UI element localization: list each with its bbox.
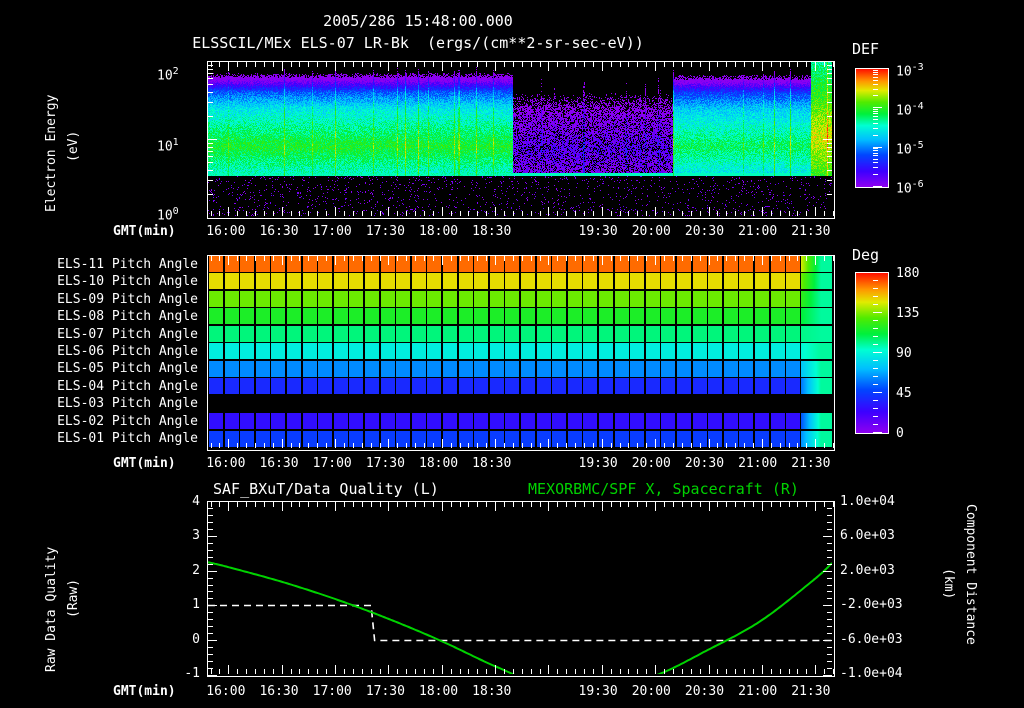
pitch-angle-row-label: ELS-01 Pitch Angle bbox=[57, 431, 198, 447]
data-quality-ytick-labels: 4 3 2 1 0 -1 bbox=[160, 494, 200, 681]
def-colorbar-ticks bbox=[873, 62, 887, 192]
pitch-angle-row-label: ELS-10 Pitch Angle bbox=[57, 274, 198, 290]
data-quality-axis-ticks bbox=[200, 492, 840, 686]
xtick-label: 18:30 bbox=[472, 684, 512, 699]
pitch-angle-row-label: ELS-02 Pitch Angle bbox=[57, 413, 198, 429]
xtick-label: 18:00 bbox=[419, 456, 459, 471]
page-title: 2005/286 15:48:00.000 bbox=[323, 12, 513, 30]
xtick-label: 16:00 bbox=[206, 684, 246, 699]
data-quality-ytick-label: 3 bbox=[192, 528, 200, 544]
page-subtitle: ELSSCIL/MEx ELS-07 LR-Bk (ergs/(cm**2-sr… bbox=[192, 34, 644, 52]
data-quality-ytick-label: 2 bbox=[192, 562, 200, 578]
def-colorbar-label-2: 10-5 bbox=[896, 140, 924, 158]
xtick-label: 18:30 bbox=[472, 224, 512, 239]
component-distance-ytick-label: -6.0e+03 bbox=[840, 631, 903, 647]
xtick-label: 16:30 bbox=[259, 456, 299, 471]
deg-colorbar-ticks bbox=[873, 266, 887, 438]
electron-energy-ytick-0: 100 bbox=[157, 206, 179, 224]
data-quality-ylabel-line2: (Raw) bbox=[66, 578, 81, 618]
xtick-label: 21:30 bbox=[791, 456, 831, 471]
def-colorbar-label-0: 10-3 bbox=[896, 62, 924, 80]
pitch-angle-row-label: ELS-04 Pitch Angle bbox=[57, 378, 198, 394]
deg-colorbar-label-3: 45 bbox=[896, 386, 912, 401]
electron-energy-axis-ticks bbox=[200, 52, 840, 228]
deg-colorbar-label-4: 0 bbox=[896, 426, 904, 441]
xtick-label: 16:30 bbox=[259, 224, 299, 239]
xtick-label: 16:30 bbox=[259, 684, 299, 699]
xtick-label: 18:00 bbox=[419, 224, 459, 239]
xtick-label: 17:00 bbox=[312, 456, 352, 471]
deg-colorbar-label-0: 180 bbox=[896, 266, 920, 281]
xtick-label: 19:30 bbox=[578, 684, 618, 699]
pitch-angle-row-label: ELS-09 Pitch Angle bbox=[57, 291, 198, 307]
component-distance-ylabel-line2: (km) bbox=[941, 568, 956, 600]
electron-energy-ylabel-line2: (eV) bbox=[66, 130, 81, 162]
xtick-label: 20:00 bbox=[631, 684, 671, 699]
component-distance-ytick-label: 6.0e+03 bbox=[840, 528, 895, 544]
electron-energy-xlabel: GMT(min) bbox=[113, 224, 176, 239]
component-distance-ytick-label: 2.0e+03 bbox=[840, 562, 895, 578]
xtick-label: 19:30 bbox=[578, 456, 618, 471]
electron-energy-ytick-2: 102 bbox=[157, 66, 179, 84]
data-quality-xlabel: GMT(min) bbox=[113, 684, 176, 699]
def-colorbar-label-1: 10-4 bbox=[896, 101, 924, 119]
component-distance-ytick-label: 1.0e+04 bbox=[840, 494, 895, 509]
data-quality-ytick-label: 1 bbox=[192, 597, 200, 613]
electron-energy-ytick-1: 101 bbox=[157, 137, 179, 155]
xtick-label: 21:30 bbox=[791, 684, 831, 699]
electron-energy-ylabel-line1: Electron Energy bbox=[44, 94, 59, 212]
xtick-label: 21:00 bbox=[738, 456, 778, 471]
xtick-label: 16:00 bbox=[206, 456, 246, 471]
data-quality-ytick-label: -1 bbox=[184, 666, 200, 681]
def-colorbar-label-3: 10-6 bbox=[896, 179, 924, 197]
xtick-label: 20:30 bbox=[684, 456, 725, 471]
xtick-label: 17:30 bbox=[365, 224, 405, 239]
pitch-angle-row-label: ELS-11 Pitch Angle bbox=[57, 256, 198, 272]
pitch-angle-xtick-labels: 16:00 16:30 17:00 17:30 18:00 18:30 19:30 20:00… bbox=[206, 456, 832, 474]
xtick-label: 21:00 bbox=[738, 684, 778, 699]
pitch-angle-axis-ticks bbox=[200, 246, 840, 460]
pitch-angle-row-labels: ELS-11 Pitch Angle ELS-10 Pitch Angle ELS-… bbox=[57, 256, 204, 448]
xtick-label: 20:00 bbox=[631, 456, 671, 471]
xtick-label: 18:00 bbox=[419, 684, 459, 699]
xtick-label: 16:00 bbox=[206, 224, 246, 239]
pitch-angle-row-label: ELS-07 Pitch Angle bbox=[57, 326, 198, 342]
def-colorbar-title: DEF bbox=[852, 40, 880, 58]
xtick-label: 17:00 bbox=[312, 684, 352, 699]
electron-energy-xtick-labels: 16:00 16:30 17:00 17:30 18:00 18:30 19:30 20:00… bbox=[206, 224, 832, 242]
pitch-angle-row-label: ELS-05 Pitch Angle bbox=[57, 361, 198, 377]
component-distance-ylabel-line1: Component Distance bbox=[963, 504, 978, 645]
data-quality-xtick-labels: 16:00 16:30 17:00 17:30 18:00 18:30 19:30 20:00… bbox=[206, 684, 832, 702]
xtick-label: 19:30 bbox=[578, 224, 618, 239]
component-distance-ytick-labels: 1.0e+04 6.0e+03 2.0e+03 -2.0e+03 -6.0e+03 -1.… bbox=[840, 494, 940, 681]
deg-colorbar-label-2: 90 bbox=[896, 346, 912, 361]
data-quality-ytick-label: 4 bbox=[192, 494, 200, 509]
pitch-angle-xlabel: GMT(min) bbox=[113, 456, 176, 471]
data-quality-ytick-label: 0 bbox=[192, 631, 200, 647]
data-quality-ylabel-line1: Raw Data Quality bbox=[44, 546, 59, 672]
xtick-label: 17:30 bbox=[365, 684, 405, 699]
xtick-label: 20:00 bbox=[631, 224, 671, 239]
pitch-angle-row-label: ELS-08 Pitch Angle bbox=[57, 309, 198, 325]
component-distance-ytick-label: -1.0e+04 bbox=[840, 666, 903, 681]
deg-colorbar-title: Deg bbox=[852, 246, 880, 264]
xtick-label: 20:30 bbox=[684, 224, 725, 239]
deg-colorbar-label-1: 135 bbox=[896, 306, 920, 321]
pitch-angle-row-label: ELS-03 Pitch Angle bbox=[57, 396, 198, 412]
pitch-angle-row-label: ELS-06 Pitch Angle bbox=[57, 344, 198, 359]
xtick-label: 21:00 bbox=[738, 224, 778, 239]
xtick-label: 17:00 bbox=[312, 224, 352, 239]
xtick-label: 18:30 bbox=[472, 456, 512, 471]
xtick-label: 21:30 bbox=[791, 224, 831, 239]
component-distance-ytick-label: -2.0e+03 bbox=[840, 597, 903, 613]
xtick-label: 20:30 bbox=[684, 684, 725, 699]
xtick-label: 17:30 bbox=[365, 456, 405, 471]
